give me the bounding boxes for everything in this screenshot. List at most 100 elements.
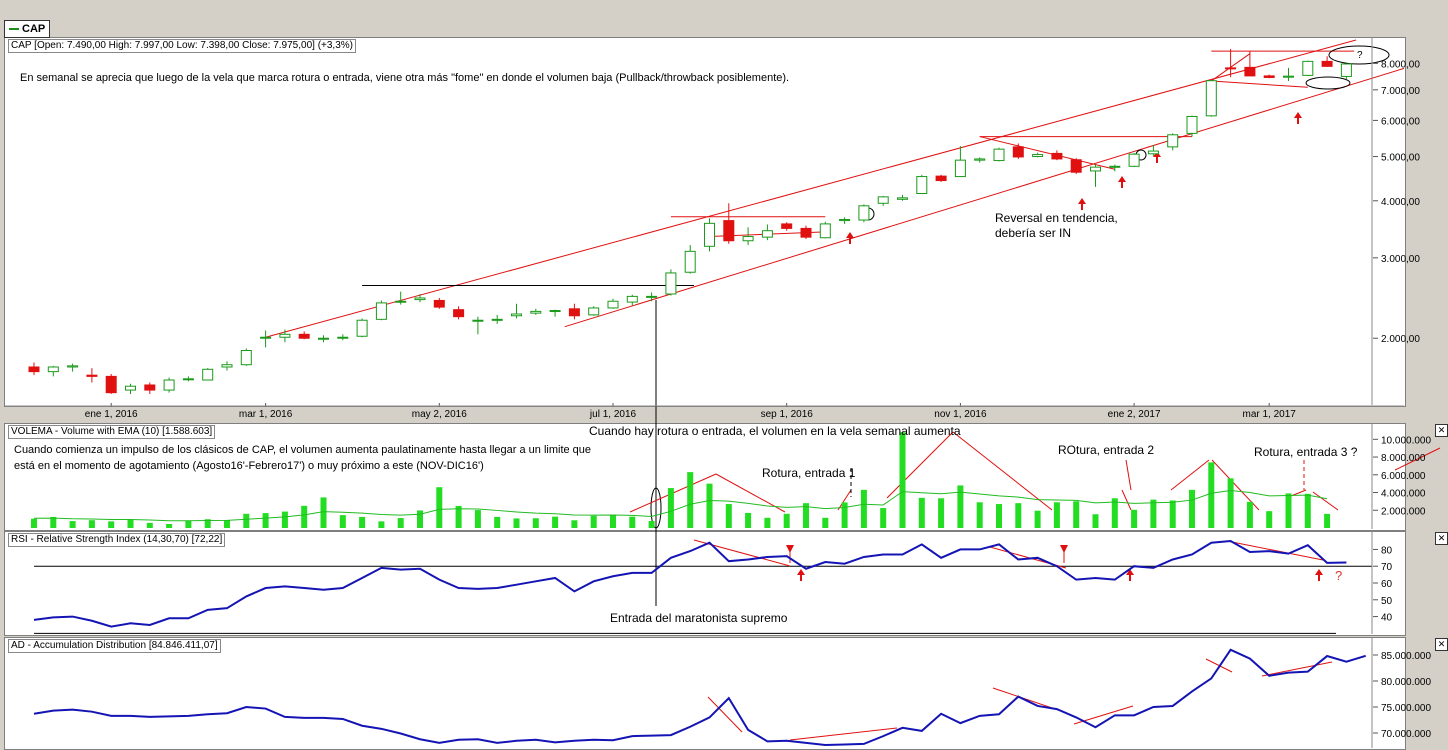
volume-trend-line (886, 431, 954, 499)
y-tick-label: 75.000.000 (1381, 703, 1431, 714)
candle-body (1263, 75, 1275, 78)
volume-left-note-line1: Cuando comienza un impulso de los clásic… (14, 444, 592, 456)
rsi-panel (4, 531, 1406, 636)
volume-bar (1073, 501, 1080, 528)
volume-trend-line (715, 473, 786, 513)
candle-body (202, 368, 214, 381)
volume-bar (745, 512, 752, 528)
volume-bar (494, 516, 501, 528)
volume-bar (783, 513, 790, 528)
ad-panel (4, 637, 1406, 750)
candle-body (47, 366, 59, 373)
candle-body (67, 365, 79, 368)
volume-bar (899, 432, 906, 528)
candle-body (1109, 165, 1121, 168)
ad-trend-line (707, 696, 743, 733)
candle-body (221, 364, 233, 368)
symbol-tab[interactable]: CAP (4, 20, 51, 38)
rsi-line (33, 540, 1347, 628)
rsi-signal-marker (1060, 545, 1068, 553)
y-tick-label: 70.000.000 (1381, 729, 1431, 740)
volume-bar (88, 520, 95, 528)
candle-body (1167, 134, 1179, 148)
rsi-arrow-head (1315, 569, 1323, 575)
volume-bar (339, 515, 346, 528)
volume-trend-line (1394, 447, 1441, 471)
volume-bar (513, 518, 520, 528)
volume-ema-line (33, 489, 1328, 522)
volume-bar (301, 505, 308, 528)
candle-body (1032, 154, 1044, 158)
volume-bar (1304, 493, 1311, 528)
candle-body (260, 336, 272, 339)
candle-body (1012, 146, 1024, 158)
volume-bar (648, 520, 655, 528)
volume-bar (417, 510, 423, 528)
candle-body (395, 300, 407, 303)
y-tick-label: 6.000.000 (1381, 471, 1426, 482)
volume-bar (918, 497, 925, 528)
y-tick-label: 85.000.000 (1381, 651, 1431, 662)
candle-body (1147, 150, 1159, 155)
y-tick-label: 50 (1381, 596, 1393, 607)
volume-bar (1208, 462, 1215, 528)
rsi-panel-label: RSI - Relative Strength Index (14,30,70)… (8, 533, 226, 547)
channel-upper-line (265, 39, 1357, 338)
rsi-arrow-head (797, 569, 805, 575)
y-tick-label: 80.000.000 (1381, 677, 1431, 688)
series-swatch-icon (9, 28, 19, 31)
volume-bar (590, 515, 597, 528)
ad-close-button[interactable]: ✕ (1435, 638, 1448, 651)
entry-arrow-head (1078, 198, 1086, 204)
candle-body (665, 272, 677, 295)
volume-bar (1015, 503, 1022, 528)
rsi-question-mark: ? (1335, 568, 1343, 583)
candle-body (781, 223, 793, 229)
volume-bar (1227, 478, 1234, 528)
volume-bar (166, 524, 173, 528)
candle-body (105, 375, 117, 394)
candle-body (742, 236, 754, 242)
entry-arrow-head (1294, 112, 1302, 118)
candle-body (819, 223, 831, 239)
y-tick-label: 60 (1381, 579, 1393, 590)
entrada-2-note: ROtura, entrada 2 (1058, 443, 1155, 457)
candle-body (1321, 60, 1333, 67)
annotation-overlay (265, 39, 1441, 741)
candle-body (704, 222, 715, 247)
volume-bar (204, 519, 211, 528)
y-tick-label: 5.000,00 (1381, 153, 1420, 164)
volume-bar (1266, 511, 1273, 528)
y-tick-label: 10.000.000 (1381, 435, 1431, 446)
volume-bar (397, 518, 404, 528)
candle-body (1225, 67, 1237, 70)
rsi-close-button[interactable]: ✕ (1435, 532, 1448, 545)
candle-body (86, 374, 98, 377)
entrada-2-pointer (1125, 459, 1132, 491)
candle-body (916, 176, 928, 194)
x-tick-label: sep 1, 2016 (761, 409, 814, 420)
candle-body (125, 385, 136, 391)
candle-body (993, 148, 1005, 162)
volume-bar (378, 521, 385, 528)
candle-body (356, 319, 368, 337)
candle-body (163, 379, 175, 391)
volume-close-button[interactable]: ✕ (1435, 424, 1448, 437)
y-tick-label: 80 (1381, 545, 1393, 556)
question-mark-label: ? (1357, 50, 1363, 61)
symbol-tab-label: CAP (22, 23, 46, 35)
axis-layer: ene 1, 2016 mar 1, 2016 may 2, 2016 jul 1, … (5, 37, 1431, 748)
volume-bar (455, 505, 462, 528)
volume-bar (69, 521, 76, 528)
candle-body (646, 295, 658, 298)
candle-body (935, 175, 947, 182)
volume-bar (50, 516, 57, 528)
support-line-4 (1211, 80, 1308, 88)
volume-bar (320, 497, 327, 528)
x-tick-label: mar 1, 2016 (239, 409, 293, 420)
ad-line (33, 648, 1366, 746)
volume-trend-line (1170, 459, 1210, 491)
x-tick-label: nov 1, 2016 (934, 409, 987, 420)
volume-bar (262, 513, 269, 528)
